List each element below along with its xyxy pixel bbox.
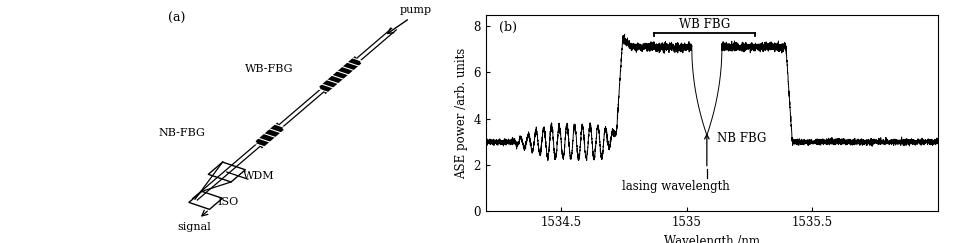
- Text: NB-FBG: NB-FBG: [159, 128, 206, 138]
- Text: pump: pump: [399, 5, 431, 15]
- Y-axis label: ASE power /arb. units: ASE power /arb. units: [455, 47, 467, 179]
- Text: NB FBG: NB FBG: [716, 131, 766, 145]
- Text: lasing wavelength: lasing wavelength: [621, 180, 728, 193]
- Text: ISO: ISO: [217, 197, 238, 207]
- Polygon shape: [209, 162, 245, 182]
- Text: WDM: WDM: [242, 171, 274, 182]
- Text: WB FBG: WB FBG: [678, 18, 729, 31]
- Text: (a): (a): [168, 12, 185, 25]
- Text: signal: signal: [177, 222, 210, 232]
- Polygon shape: [188, 191, 222, 209]
- X-axis label: Wavelength /nm: Wavelength /nm: [663, 235, 759, 243]
- Text: (b): (b): [499, 20, 517, 34]
- Text: WB-FBG: WB-FBG: [245, 64, 293, 74]
